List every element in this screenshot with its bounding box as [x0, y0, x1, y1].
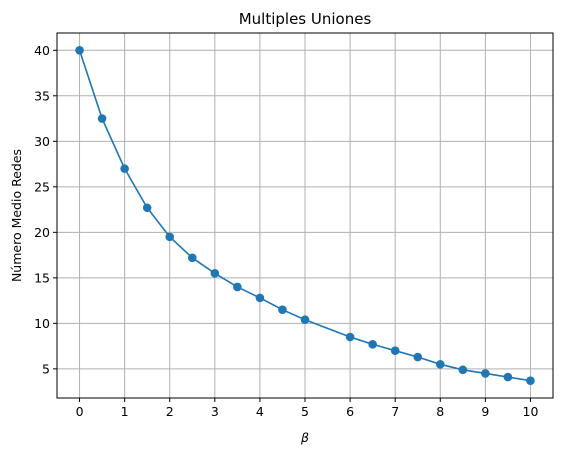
series-layer	[75, 45, 535, 386]
data-point	[233, 282, 242, 292]
y-tick-label: 35	[34, 88, 50, 103]
y-tick-label: 25	[34, 179, 50, 194]
x-tick-label: 9	[481, 404, 489, 419]
x-tick-label: 5	[301, 404, 309, 419]
x-tick-label: 0	[76, 404, 84, 419]
x-tick-label: 7	[391, 404, 399, 419]
data-point	[210, 268, 220, 278]
y-tick-label: 10	[34, 316, 50, 331]
data-point	[458, 365, 468, 375]
y-tick-label: 15	[34, 270, 50, 285]
y-tick-label: 30	[34, 134, 50, 149]
x-tick-label: 1	[121, 404, 129, 419]
data-point	[503, 372, 513, 382]
y-axis-label: Número Medio Redes	[9, 149, 24, 282]
x-tick-label: 4	[256, 404, 264, 419]
x-tick-label: 3	[211, 404, 219, 419]
data-point	[75, 45, 84, 55]
data-point	[368, 339, 377, 349]
data-point	[390, 346, 400, 355]
data-point	[165, 232, 175, 242]
x-tick-label: 10	[523, 404, 539, 419]
x-axis-label: β	[300, 430, 309, 445]
data-point	[255, 293, 265, 303]
y-tick-label: 20	[34, 225, 50, 240]
ticks-layer: 0 1 2 3 4 5 6 7 8 9 10 5 10 15 20 25 30 35 40	[34, 43, 538, 419]
data-point	[413, 352, 423, 362]
y-tick-label: 40	[34, 43, 50, 58]
data-point	[435, 360, 445, 369]
chart-title: Multiples Uniones	[239, 10, 372, 28]
data-point	[345, 332, 355, 342]
data-point	[97, 114, 107, 123]
y-tick-label: 5	[42, 361, 50, 376]
x-tick-label: 8	[436, 404, 444, 419]
data-point	[481, 369, 490, 378]
x-tick-label: 6	[346, 404, 354, 419]
data-point	[120, 164, 129, 173]
data-point	[300, 315, 310, 325]
x-tick-label: 2	[166, 404, 174, 419]
data-point	[187, 253, 197, 263]
data-point	[278, 305, 287, 315]
data-point	[142, 203, 152, 213]
data-point	[526, 376, 535, 386]
